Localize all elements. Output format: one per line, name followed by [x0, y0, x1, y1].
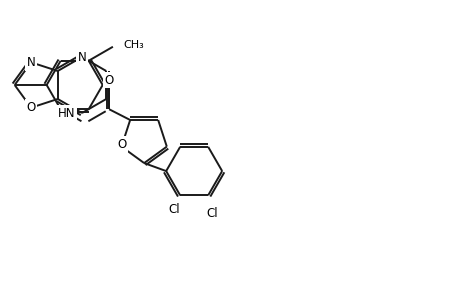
Text: O: O [117, 138, 126, 151]
Text: N: N [27, 56, 35, 69]
Text: CH₃: CH₃ [123, 40, 143, 50]
Text: O: O [27, 101, 36, 114]
Text: O: O [104, 74, 113, 87]
Text: HN: HN [58, 107, 75, 120]
Text: Cl: Cl [168, 203, 179, 216]
Text: Cl: Cl [206, 207, 218, 220]
Text: N: N [78, 50, 86, 64]
